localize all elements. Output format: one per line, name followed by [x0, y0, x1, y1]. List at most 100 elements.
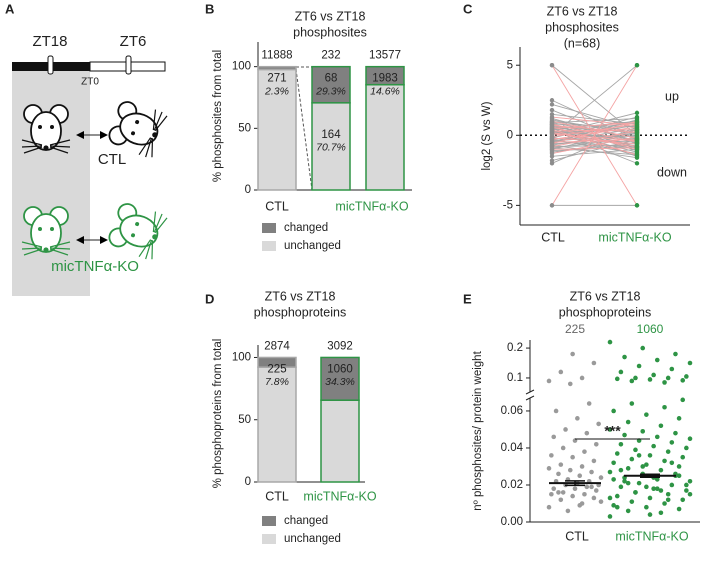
connector	[295, 68, 313, 191]
y-tick-label: 0	[245, 476, 251, 488]
bar-total: 13577	[369, 50, 401, 62]
pair-line	[551, 129, 638, 156]
point	[549, 114, 555, 120]
point	[625, 508, 631, 514]
point	[549, 123, 555, 128]
segment-count: 225	[267, 363, 286, 375]
y-tick-label: 5	[507, 59, 513, 71]
point	[647, 495, 653, 501]
point	[567, 467, 573, 473]
point	[654, 434, 660, 440]
point	[560, 490, 566, 495]
zt-label: ZT18	[32, 33, 67, 50]
y-tick-label: 0.2	[507, 342, 523, 354]
point	[591, 495, 597, 501]
chart-title: phosphoproteins	[559, 305, 651, 319]
point	[556, 471, 561, 477]
point	[634, 121, 640, 127]
point	[684, 482, 689, 488]
x-tick-label: CTL	[265, 489, 289, 503]
point	[665, 449, 671, 454]
point	[680, 454, 686, 460]
point	[647, 512, 653, 517]
bar-total: 232	[321, 50, 340, 62]
point	[687, 360, 693, 366]
point	[622, 354, 627, 360]
y-tick-label: 0	[507, 129, 513, 141]
time-marker	[125, 55, 132, 75]
y-tick-label: 0.02	[501, 479, 523, 491]
bar-total: 2874	[264, 340, 290, 352]
legend-swatch	[262, 516, 276, 526]
pair-line	[551, 126, 638, 140]
point	[579, 464, 585, 469]
time-marker	[47, 55, 54, 75]
point	[658, 467, 664, 473]
point	[625, 466, 631, 471]
chart-title: ZT6 vs ZT18	[547, 4, 618, 18]
group-label: micTNFα-KO	[51, 258, 139, 275]
y-tick-label: 0	[245, 184, 251, 196]
axis-break	[525, 389, 535, 395]
legend-swatch	[262, 534, 276, 544]
zt-label: ZT6	[120, 33, 147, 50]
point	[558, 462, 564, 467]
point	[596, 421, 601, 427]
point	[560, 445, 566, 451]
point	[565, 508, 571, 514]
point	[607, 427, 613, 432]
point	[549, 98, 555, 103]
point	[629, 456, 635, 462]
pair-line	[551, 64, 638, 206]
point	[647, 377, 653, 382]
y-tick-label: 0.1	[507, 372, 523, 384]
point	[680, 497, 686, 503]
point	[584, 430, 590, 436]
legend-swatch	[262, 241, 276, 251]
point	[676, 473, 682, 479]
point	[644, 462, 649, 467]
point	[633, 447, 638, 453]
point	[634, 138, 640, 144]
legend-swatch	[262, 223, 276, 233]
point	[673, 351, 678, 357]
point	[662, 380, 667, 385]
point	[591, 458, 597, 464]
point	[614, 504, 620, 510]
point	[593, 488, 599, 493]
point	[546, 466, 552, 471]
axis-break	[525, 395, 535, 401]
point	[575, 416, 580, 421]
point	[598, 499, 604, 504]
bar-total: 11888	[261, 50, 292, 62]
panel-label: A	[5, 1, 15, 16]
point	[629, 378, 635, 384]
point	[572, 486, 578, 491]
point	[598, 475, 604, 480]
point	[662, 501, 667, 506]
segment-count: 68	[325, 73, 338, 85]
point	[651, 443, 656, 449]
point	[582, 491, 587, 497]
point	[549, 151, 555, 156]
point	[633, 375, 638, 381]
point	[549, 107, 555, 113]
point	[549, 203, 555, 208]
point	[636, 453, 642, 458]
x-tick-label: CTL	[565, 529, 589, 543]
segment-count: 1060	[327, 363, 353, 375]
y-axis-label: nº phosphosites/ protein weight	[472, 350, 484, 510]
pair-line	[551, 120, 638, 132]
chart-title: phosphoproteins	[254, 305, 346, 319]
point	[607, 514, 613, 519]
point	[570, 493, 575, 499]
point	[625, 480, 631, 486]
pair-line	[551, 123, 638, 138]
point	[549, 141, 555, 146]
annotation: up	[665, 89, 679, 103]
y-tick-label: 100	[232, 351, 251, 363]
point	[546, 504, 552, 510]
point	[634, 63, 640, 68]
bar-segment	[257, 366, 297, 483]
